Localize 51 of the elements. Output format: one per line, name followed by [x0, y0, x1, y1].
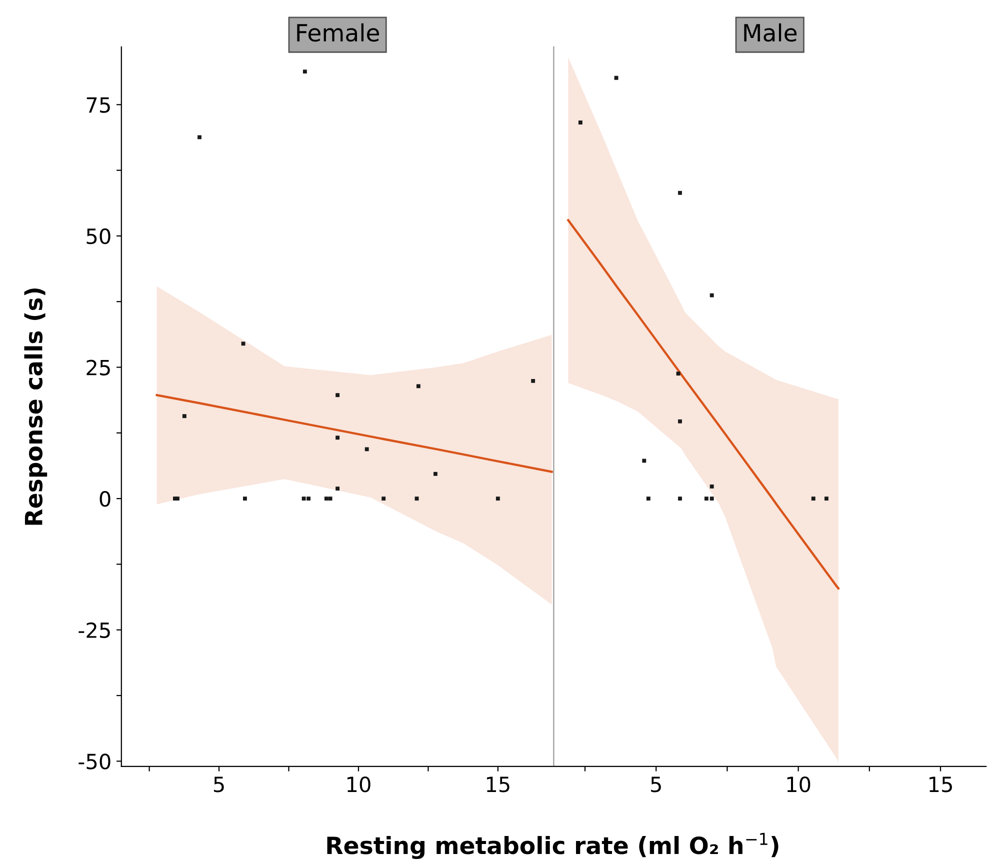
- point: [336, 436, 340, 440]
- chart-title: Female: [297, 23, 379, 42]
- point: [302, 496, 306, 501]
- point: [302, 70, 307, 74]
- x-axis-title: Resting metabolic rate (ml O₂ h$^{−1}$): [327, 832, 778, 860]
- x-tick-label: 10: [787, 776, 810, 792]
- point: [811, 496, 816, 501]
- point: [704, 496, 708, 501]
- point: [646, 496, 650, 501]
- point: [496, 496, 500, 501]
- point: [328, 496, 332, 501]
- x-tick-label: 5: [214, 776, 224, 792]
- point: [336, 393, 340, 398]
- point: [678, 419, 682, 424]
- point: [824, 496, 828, 501]
- y-tick-label: 25: [86, 360, 110, 376]
- point: [710, 496, 714, 501]
- y-tick-label: -25: [78, 622, 110, 638]
- x-tick-label: 10: [348, 776, 370, 792]
- point: [710, 484, 714, 488]
- y-tick-label: 0: [100, 491, 110, 507]
- point: [531, 378, 536, 383]
- y-axis-title: Response calls (s): [24, 288, 48, 525]
- point: [182, 414, 186, 418]
- point: [324, 496, 328, 501]
- line-series: [156, 394, 553, 473]
- point: [241, 342, 246, 346]
- point: [175, 496, 180, 501]
- point: [678, 190, 682, 195]
- point: [578, 120, 582, 124]
- point: [678, 496, 682, 501]
- point: [364, 447, 369, 452]
- point: [614, 76, 618, 80]
- x-tick-label: 15: [930, 776, 952, 792]
- point: [242, 496, 247, 501]
- x-tick-label: 15: [486, 776, 510, 792]
- point: [433, 472, 438, 476]
- point: [336, 486, 340, 491]
- y-tick-label: -50: [78, 754, 110, 770]
- point: [382, 496, 386, 501]
- point: [710, 293, 714, 298]
- chart-title: Male: [744, 23, 797, 42]
- point: [198, 135, 202, 140]
- point: [676, 372, 680, 376]
- x-tick-label: 5: [651, 776, 661, 792]
- point: [306, 496, 311, 501]
- y-tick-label: 50: [86, 228, 110, 244]
- point: [642, 458, 646, 463]
- point: [416, 384, 420, 388]
- y-tick-label: 75: [86, 97, 110, 113]
- point: [414, 496, 419, 501]
